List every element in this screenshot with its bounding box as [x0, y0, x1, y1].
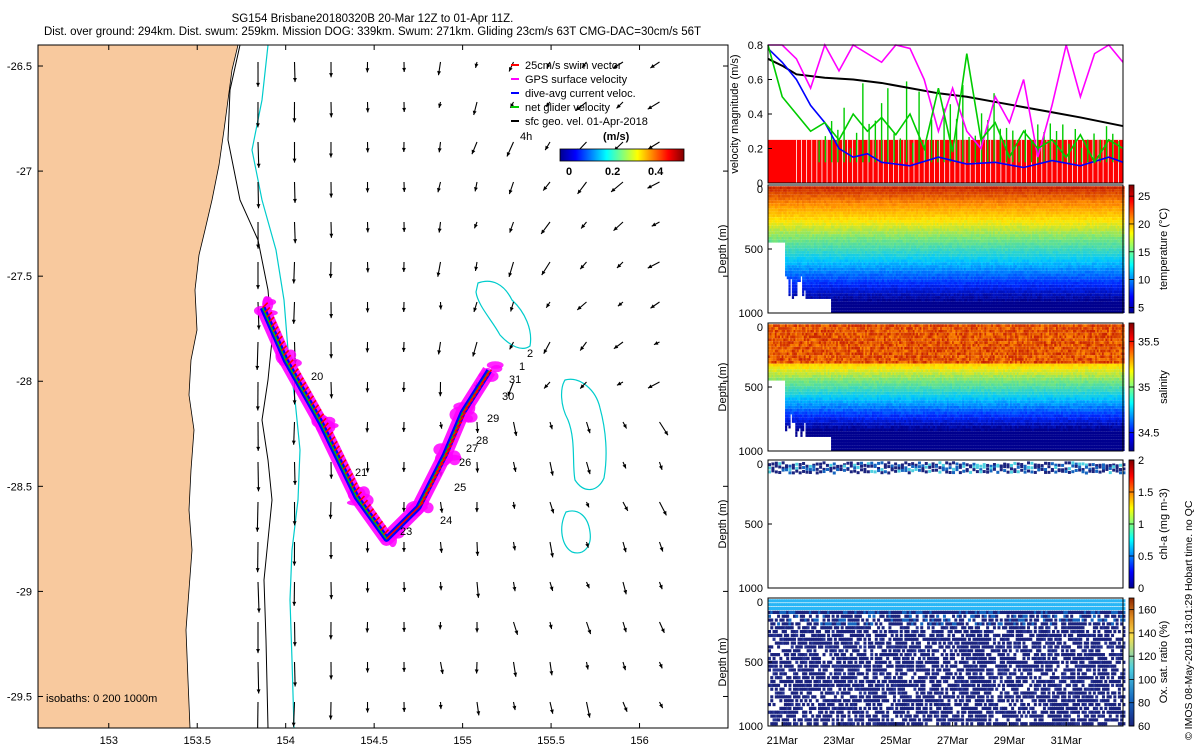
y-tick-label: -27	[16, 166, 32, 178]
legend-entry: net glider velocity	[511, 102, 610, 114]
gps-velocity-blob	[491, 365, 503, 372]
section-sample	[788, 293, 790, 296]
speed-colorbar	[560, 149, 684, 161]
legend-entry: sfc geo. vel. 01-Apr-2018	[511, 116, 648, 128]
x-tick-label: 153	[100, 735, 118, 747]
day-label: 29	[487, 413, 499, 425]
colorbar-title: (m/s)	[603, 131, 630, 143]
isobaths-label: isobaths: 0 200 1000m	[46, 693, 157, 705]
gps-velocity-blob	[267, 299, 277, 305]
day-label: 31	[509, 374, 521, 386]
section-sample	[802, 293, 804, 296]
x-tick-label: 155.5	[537, 735, 565, 747]
section-sample	[788, 285, 790, 288]
section-sample	[795, 293, 797, 296]
day-label: 2	[527, 348, 533, 360]
x-tick-label: 154	[277, 735, 295, 747]
section-sample	[788, 282, 790, 285]
vel-tick-label: 0.6	[748, 75, 763, 87]
x-tick-label: 155	[453, 735, 471, 747]
velocity-ylabel: velocity magnitude (m/s)	[729, 54, 741, 173]
day-label: 24	[440, 515, 452, 527]
section-sample	[792, 296, 794, 299]
colorbar-tick-0.2: 0.2	[605, 166, 620, 178]
section-sample	[802, 290, 804, 293]
y-tick-label: -28.5	[7, 481, 32, 493]
day-label: 23	[400, 526, 412, 538]
x-tick-label: 154.5	[360, 735, 388, 747]
vel-tick-label: 0.4	[748, 109, 763, 121]
legend-entry: 25cm/s swim vector	[511, 60, 622, 72]
section-sample	[795, 282, 797, 285]
x-tick-label: 153.5	[183, 735, 211, 747]
y-tick-label: -28	[16, 376, 32, 388]
day-label: 21	[355, 467, 367, 479]
section-sample	[788, 290, 790, 293]
day-label: 20	[311, 371, 323, 383]
legend-label: GPS surface velocity	[525, 74, 628, 86]
y-tick-label: -26.5	[7, 61, 32, 73]
vel-tick-label: 0.2	[748, 144, 763, 156]
figure-canvas: 122021232425262728293031 153 153.5 154 154.…	[0, 0, 1200, 750]
y-tick-label: -29	[16, 586, 32, 598]
section-sample	[795, 285, 797, 288]
section-sample	[799, 276, 801, 279]
colorbar-tick-0: 0	[566, 166, 572, 178]
y-tick-label: -29.5	[7, 691, 32, 703]
y-tick-label: -27.5	[7, 271, 32, 283]
section-sample	[799, 279, 801, 282]
legend-label: 25cm/s swim vector	[525, 60, 622, 72]
swim-speed-fill	[768, 140, 1123, 183]
day-label: 1	[519, 361, 525, 373]
legend-entry: dive-avg current veloc.	[511, 88, 636, 100]
velocity-panel: 00.20.40.60.8 velocity magnitude (m/s)	[729, 40, 1123, 190]
legend-label: net glider velocity	[525, 102, 610, 114]
section-sample	[788, 288, 790, 291]
x-tick-label: 156	[630, 735, 648, 747]
section-sample	[795, 288, 797, 291]
day-label: 28	[476, 435, 488, 447]
legend-label: sfc geo. vel. 01-Apr-2018	[525, 116, 648, 128]
vel-tick-label: 0.8	[748, 40, 763, 52]
legend-label: dive-avg current veloc.	[525, 88, 636, 100]
section-sample	[795, 290, 797, 293]
section-sample	[788, 279, 790, 282]
day-label: 30	[502, 391, 514, 403]
day-label: 26	[459, 457, 471, 469]
day-label: 25	[454, 482, 466, 494]
legend-entry: GPS surface velocity	[511, 74, 628, 86]
colorbar-tick-0.4: 0.4	[648, 166, 664, 178]
legend-4h: 4h	[520, 131, 532, 143]
